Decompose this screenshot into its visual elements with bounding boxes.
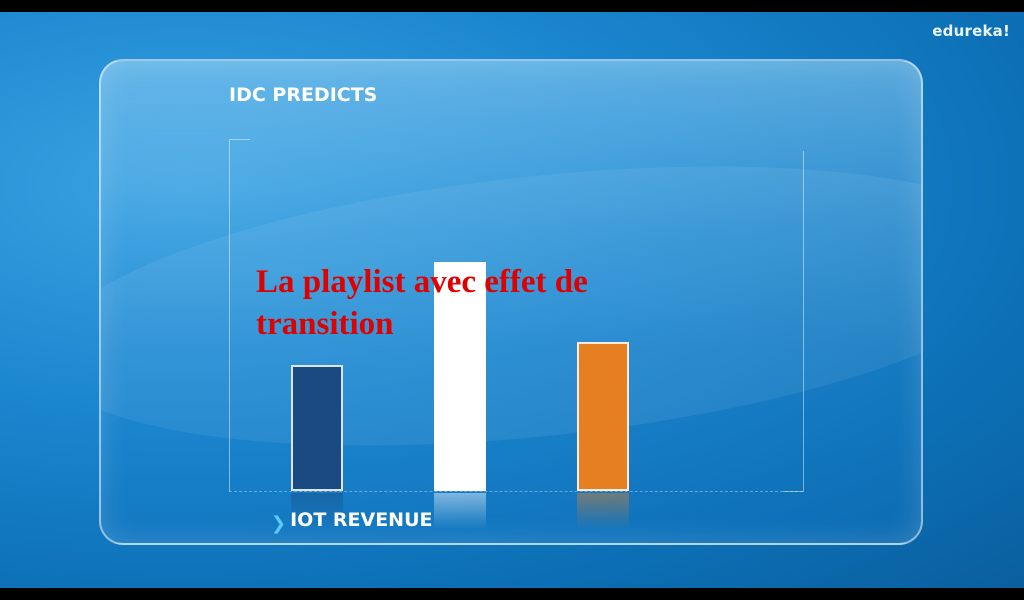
bar-1	[291, 365, 343, 491]
bar-reflection-1	[291, 493, 343, 529]
chart-frame-corner-top-left	[229, 139, 250, 492]
subtitle-caption: La playlist avec effet de transition	[256, 264, 588, 342]
video-frame: edureka! IDC PREDICTS ❯ IOT REVENUE La pl…	[0, 12, 1024, 588]
bar-reflection-3	[577, 493, 629, 529]
chart-baseline	[229, 491, 803, 492]
brand-watermark: edureka!	[932, 22, 1010, 40]
bar-3	[577, 342, 629, 491]
chart-panel: IDC PREDICTS ❯ IOT REVENUE	[99, 59, 923, 545]
bar-2	[434, 262, 486, 491]
x-axis-label: ❯ IOT REVENUE	[271, 509, 433, 534]
chevron-right-icon: ❯	[271, 513, 287, 534]
chart-frame-corner-bottom-right	[783, 151, 804, 492]
x-axis-label-text: IOT REVENUE	[290, 509, 433, 531]
chart-title: IDC PREDICTS	[229, 84, 378, 106]
bar-reflection-2	[434, 493, 486, 529]
